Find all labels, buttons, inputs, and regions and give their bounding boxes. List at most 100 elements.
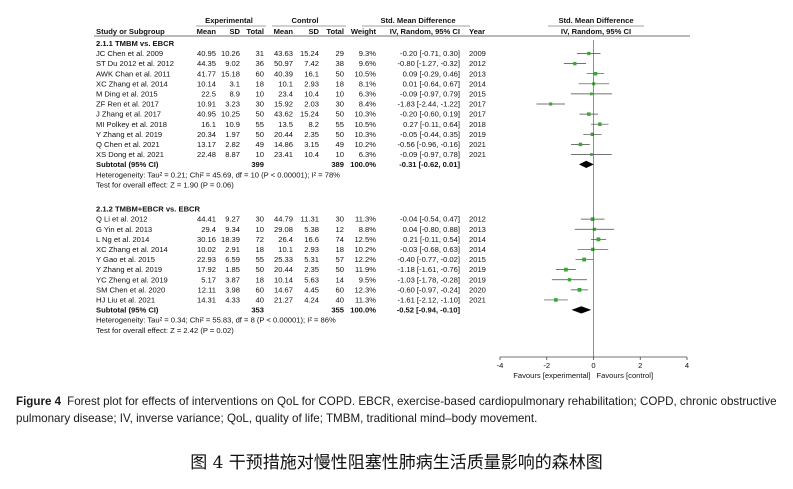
g2-row-4-ci: -0.03 [-0.68, 0.63] xyxy=(400,245,460,254)
g1-row-4-study: XC Zhang et al. 2014 xyxy=(96,79,168,88)
g1-row-11-ci: -0.09 [-0.97, 0.78] xyxy=(400,150,460,159)
g1-row-5-exp-mean: 22.5 xyxy=(201,90,216,99)
g1-row-9-ctrl-mean: 20.44 xyxy=(274,130,293,139)
g1-row-10-study: Q Chen et al. 2021 xyxy=(96,140,160,149)
x-tick-label-5: 4 xyxy=(685,361,689,370)
g1-row-11-exp-mean: 22.48 xyxy=(197,150,216,159)
g1-row-5-ctrl-sd: 10.4 xyxy=(304,90,319,99)
g2-row-6-ctrl-total: 50 xyxy=(336,265,344,274)
g1-row-3-marker xyxy=(593,71,598,76)
g1-row-10-ci: -0.56 [-0.96, -0.16] xyxy=(398,140,460,149)
x-tick-label-4: 2 xyxy=(638,361,642,370)
g2-row-7-ci: -1.03 [-1.78, -0.28] xyxy=(398,275,460,284)
g2-row-4-weight: 10.2% xyxy=(354,245,376,254)
g2-row-7-exp-mean: 5.17 xyxy=(201,275,216,284)
g1-row-2-study: ST Du 2012 et al. 2012 xyxy=(96,59,174,68)
g2-row-6-ctrl-mean: 20.44 xyxy=(274,265,293,274)
g2-row-4-ctrl-mean: 10.1 xyxy=(278,245,293,254)
g1-row-2-marker xyxy=(573,61,577,66)
g1-row-6-marker xyxy=(549,102,553,106)
g1-row-8-ctrl-mean: 13.5 xyxy=(278,120,293,129)
g1-row-1-exp-sd: 10.26 xyxy=(221,49,240,58)
g2-row-1-ctrl-total: 30 xyxy=(336,215,344,224)
g1-row-5-year: 2015 xyxy=(469,90,486,99)
g1-row-9-weight: 10.3% xyxy=(354,130,376,139)
g1-row-10-exp-mean: 13.17 xyxy=(197,140,216,149)
g1-row-4-exp-mean: 10.14 xyxy=(197,79,216,88)
g1-heterogeneity: Heterogeneity: Tau² = 0.21; Chi² = 45.69… xyxy=(96,170,340,179)
g2-row-1-exp-sd: 9.27 xyxy=(225,215,240,224)
g1-row-10-ctrl-sd: 3.15 xyxy=(304,140,319,149)
g1-row-1-ctrl-mean: 43.63 xyxy=(274,49,293,58)
g2-row-3-year: 2014 xyxy=(469,235,486,244)
g2-row-5-exp-sd: 6.59 xyxy=(225,255,240,264)
g1-row-9-ci: -0.05 [-0.44, 0.35] xyxy=(400,130,460,139)
g1-row-2-ci: -0.80 [-1.27, -0.32] xyxy=(398,59,460,68)
g2-row-2-ctrl-sd: 5.38 xyxy=(304,225,319,234)
g1-row-1-marker xyxy=(587,51,591,56)
g1-row-7-exp-sd: 10.25 xyxy=(221,110,240,119)
g1-row-10-exp-total: 49 xyxy=(256,140,264,149)
g2-row-8-exp-total: 60 xyxy=(256,285,264,294)
g2-row-9-ctrl-total: 40 xyxy=(336,296,344,305)
g2-row-6-study: Y Zhang et al. 2019 xyxy=(96,265,162,274)
g1-row-8-weight: 10.5% xyxy=(354,120,376,129)
g2-row-5-ctrl-sd: 5.31 xyxy=(304,255,319,264)
g1-row-11-marker xyxy=(590,153,593,156)
g1-row-6-year: 2017 xyxy=(469,100,486,109)
g2-row-2-exp-mean: 29.4 xyxy=(201,225,216,234)
g2-row-9-ctrl-sd: 4.24 xyxy=(304,296,319,305)
g2-row-6-ci: -1.18 [-1.61, -0.76] xyxy=(398,265,460,274)
g1-row-8-exp-sd: 10.9 xyxy=(225,120,240,129)
g2-row-5-exp-mean: 22.93 xyxy=(197,255,216,264)
g1-row-4-weight: 8.1% xyxy=(359,79,377,88)
g2-row-5-study: Y Gao et al. 2015 xyxy=(96,255,155,264)
g1-row-10-year: 2021 xyxy=(469,140,486,149)
g2-row-6-year: 2019 xyxy=(469,265,486,274)
g1-row-3-study: AWK Chan et al. 2011 xyxy=(96,69,170,78)
g1-row-1-study: JC Chen et al. 2009 xyxy=(96,49,163,58)
g2-row-4-ctrl-sd: 2.93 xyxy=(304,245,319,254)
g1-row-5-study: M Ding et al. 2015 xyxy=(96,90,158,99)
g1-row-6-study: ZF Ren et al. 2017 xyxy=(96,100,159,109)
g2-row-9-exp-total: 40 xyxy=(256,296,264,305)
g2-row-9-exp-sd: 4.33 xyxy=(225,296,240,305)
g1-row-11-ctrl-sd: 10.4 xyxy=(304,150,319,159)
g1-row-6-exp-total: 30 xyxy=(256,100,264,109)
g2-row-4-marker xyxy=(591,247,595,252)
g1-row-4-ctrl-total: 18 xyxy=(336,79,344,88)
g1-row-7-ctrl-sd: 15.24 xyxy=(300,110,319,119)
g1-row-11-ctrl-mean: 23.41 xyxy=(274,150,293,159)
g1-row-9-study: Y Zhang et al. 2019 xyxy=(96,130,162,139)
g2-row-8-ctrl-total: 60 xyxy=(336,285,344,294)
g2-row-1-year: 2012 xyxy=(469,215,486,224)
g2-row-4-exp-mean: 10.02 xyxy=(197,245,216,254)
g2-row-3-weight: 12.5% xyxy=(354,235,376,244)
g1-row-6-ci: -1.83 [-2.44, -1.22] xyxy=(398,100,460,109)
g1-row-6-exp-mean: 10.91 xyxy=(197,100,216,109)
g2-subtotal-ci: -0.52 [-0.94, -0.10] xyxy=(397,306,461,315)
g1-row-4-ctrl-sd: 2.93 xyxy=(304,79,319,88)
header-ctrl-total: Total xyxy=(326,27,344,36)
g1-row-2-exp-mean: 44.35 xyxy=(197,59,216,68)
g1-row-8-ctrl-sd: 8.2 xyxy=(308,120,319,129)
g2-row-8-exp-sd: 3.98 xyxy=(225,285,240,294)
g1-row-7-year: 2017 xyxy=(469,110,486,119)
g2-row-6-weight: 11.9% xyxy=(355,265,376,274)
g2-row-6-exp-total: 50 xyxy=(256,265,264,274)
g1-row-1-ctrl-total: 29 xyxy=(336,49,344,58)
g2-row-7-marker xyxy=(567,278,572,282)
g1-row-11-weight: 6.3% xyxy=(359,150,377,159)
g1-row-5-exp-sd: 8.9 xyxy=(229,90,240,99)
g2-row-3-exp-mean: 30.16 xyxy=(197,235,216,244)
g2-row-3-exp-sd: 18.39 xyxy=(221,235,240,244)
g1-overall-effect: Test for overall effect: Z = 1.90 (P = 0… xyxy=(96,180,234,189)
header-exp-mean: Mean xyxy=(197,27,217,36)
header-smd-sub: IV, Random, 95% CI xyxy=(390,27,460,36)
g1-row-3-exp-total: 60 xyxy=(256,69,264,78)
g1-row-8-exp-mean: 16.1 xyxy=(201,120,216,129)
g2-row-2-study: G Yin et al. 2013 xyxy=(96,225,152,234)
g1-row-6-ctrl-sd: 2.03 xyxy=(304,100,319,109)
g1-row-9-exp-mean: 20.34 xyxy=(197,130,216,139)
g1-row-11-exp-total: 10 xyxy=(256,150,264,159)
